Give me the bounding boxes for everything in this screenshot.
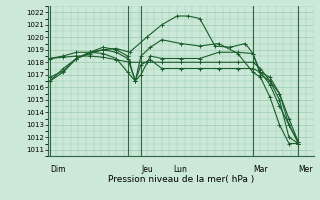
- Text: Mar: Mar: [253, 165, 268, 174]
- Text: Dim: Dim: [50, 165, 65, 174]
- Text: Lun: Lun: [173, 165, 187, 174]
- Text: Mer: Mer: [299, 165, 313, 174]
- X-axis label: Pression niveau de la mer( hPa ): Pression niveau de la mer( hPa ): [108, 175, 254, 184]
- Text: Jeu: Jeu: [141, 165, 153, 174]
